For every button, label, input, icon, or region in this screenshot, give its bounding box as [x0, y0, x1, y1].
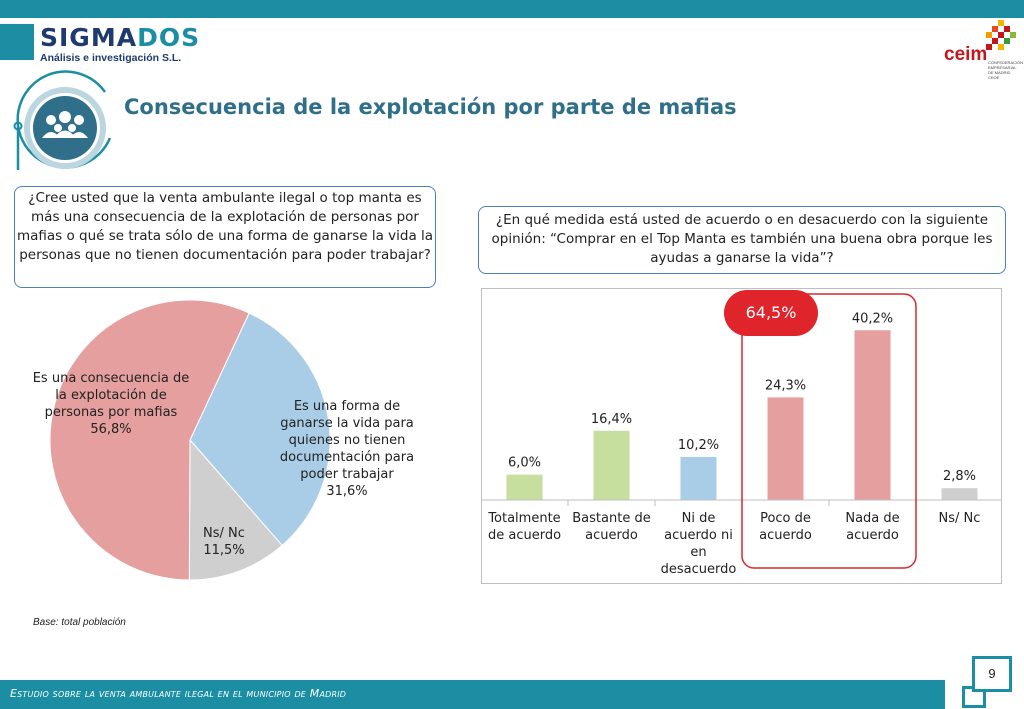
bar-chart: 6,0% Totalmente de acuerdo 16,4% Bastante de… [481, 293, 1002, 577]
bar-value-label-2: 10,2% [678, 438, 719, 453]
page-title: Consecuencia de la explotación por parte… [124, 95, 737, 119]
base-note: Base: total población [33, 617, 126, 628]
bar-category-label-0: de acuerdo [488, 528, 561, 543]
bar-value-label-3: 24,3% [765, 378, 806, 393]
page-number: 9 [988, 666, 996, 681]
bar-category-label-3: Poco de [760, 511, 811, 526]
bar-4 [854, 330, 891, 500]
question-right: ¿En qué medida está usted de acuerdo o e… [478, 206, 1006, 274]
ceim-logo-mark [986, 20, 1016, 50]
bar-category-label-2: Ni de [682, 511, 716, 526]
bar-category-label-2: en [690, 545, 706, 560]
pie-slice-2 [188, 438, 283, 581]
bar-0 [506, 474, 543, 500]
pie-label-ganarse-vida: Es una forma de ganarse la vida para qui… [279, 399, 415, 499]
top-bar [0, 0, 1024, 18]
bar-value-label-4: 40,2% [852, 311, 893, 326]
pie-slice-0 [49, 299, 250, 581]
bar-category-label-0: Totalmente [487, 511, 560, 526]
bar-value-label-5: 2,8% [943, 469, 976, 484]
bar-3 [767, 397, 804, 500]
bar-2 [680, 456, 717, 500]
partner-logo-subtitle: CONFEDERACIÓN EMPRESARIAL DE MADRID CEOE [988, 60, 1024, 80]
people-group-icon [13, 70, 112, 170]
footer-text: Estudio sobre la venta ambulante ilegal … [10, 687, 347, 700]
bar-category-label-2: desacuerdo [661, 562, 737, 577]
footer-bar [0, 680, 945, 709]
bar-category-label-3: acuerdo [759, 528, 812, 543]
pie-label-nsnc: Ns/ Nc 11,5% [203, 526, 245, 558]
bar-5 [941, 488, 978, 500]
bar-category-label-5: Ns/ Nc [939, 511, 981, 526]
bar-category-label-1: Bastante de [572, 511, 650, 526]
bar-value-label-1: 16,4% [591, 412, 632, 427]
brand-name-part1: SIGMA [40, 23, 138, 52]
page-box [972, 656, 1012, 692]
logo-square [0, 24, 34, 60]
pie-label-explotacion: Es una consecuencia de la explotación de… [32, 371, 190, 437]
bar-category-label-4: acuerdo [846, 528, 899, 543]
brand-logo: SIGMADOS [40, 24, 200, 52]
pie-slice-1 [189, 312, 331, 547]
bar-category-label-4: Nada de [845, 511, 899, 526]
highlight-badge: 64,5% [724, 290, 818, 336]
bar-category-label-2: acuerdo ni [664, 528, 733, 543]
brand-subtitle: Análisis e investigación S.L. [40, 52, 182, 64]
question-left: ¿Cree usted que la venta ambulante ilega… [14, 186, 436, 288]
brand-name-part2: DOS [137, 23, 201, 52]
partner-logo-text: ceim [944, 44, 988, 65]
bar-1 [593, 430, 630, 500]
bar-value-label-0: 6,0% [508, 456, 541, 471]
pie-chart [49, 299, 331, 581]
bar-category-label-1: acuerdo [585, 528, 638, 543]
highlight-outline [741, 293, 917, 569]
